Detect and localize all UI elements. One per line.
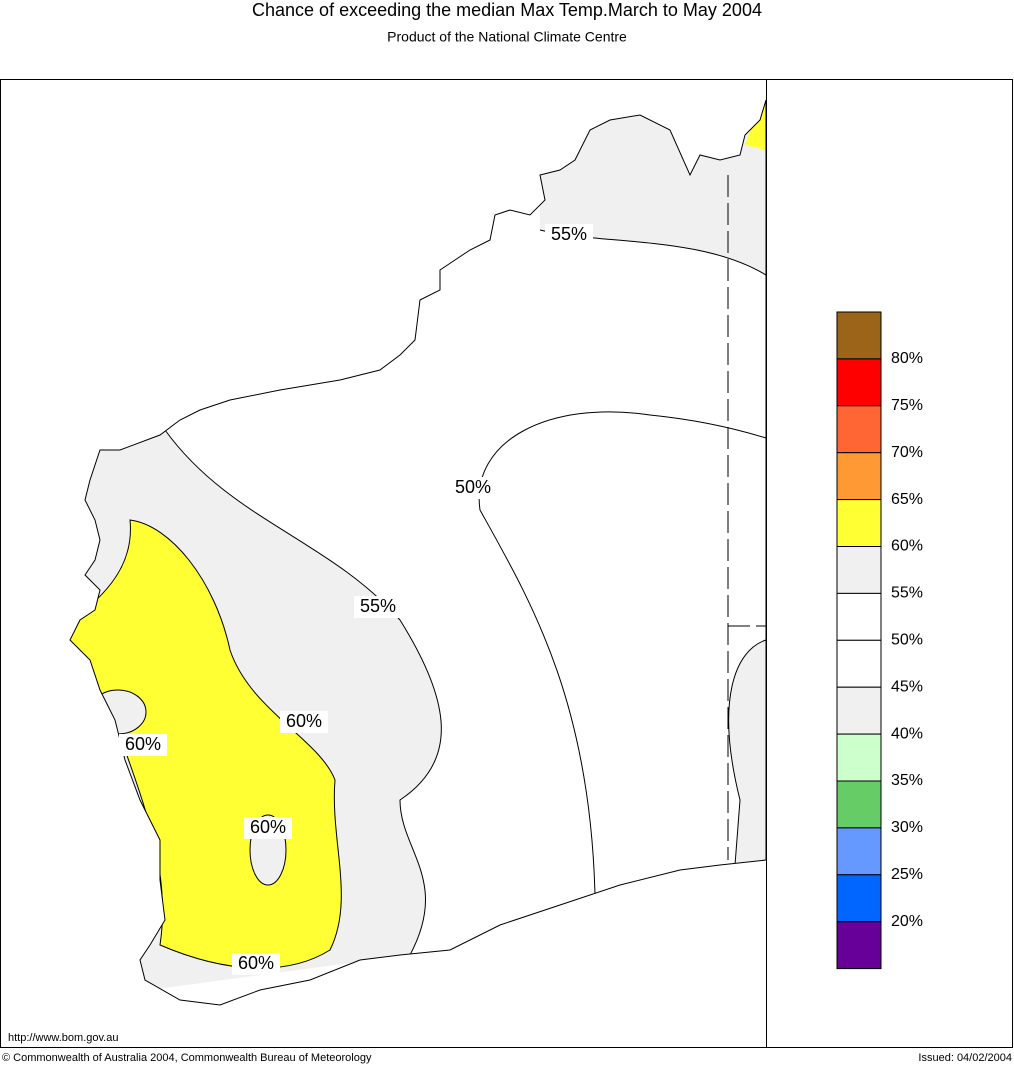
legend-swatch xyxy=(836,686,882,735)
legend-swatch xyxy=(836,827,882,876)
issued: Issued: 04/02/2004 xyxy=(918,1052,1012,1064)
copyright: © Commonwealth of Australia 2004, Common… xyxy=(2,1052,372,1064)
state-border xyxy=(727,175,766,860)
contour-labels: 55% 50% 55% 60% 60% 60% 60% xyxy=(119,224,593,975)
legend-label: 70% xyxy=(891,444,923,461)
legend-swatch xyxy=(836,733,882,782)
label-bg xyxy=(545,224,593,246)
contour xyxy=(164,429,442,956)
label-bg xyxy=(244,817,292,839)
label-bg xyxy=(354,596,402,618)
legend-label: 80% xyxy=(891,350,923,367)
legend-swatch xyxy=(836,358,882,407)
legend-swatch xyxy=(836,499,882,548)
legend-label: 40% xyxy=(891,725,923,742)
legend-swatch xyxy=(836,780,882,829)
legend-swatch xyxy=(836,546,882,594)
legend-label: 20% xyxy=(891,913,923,930)
contour-label: 55% xyxy=(551,224,587,244)
contour xyxy=(728,639,766,866)
legend-swatch xyxy=(836,311,882,360)
legend-label: 25% xyxy=(891,866,923,883)
label-bg xyxy=(280,711,328,733)
contour-label: 50% xyxy=(455,477,491,497)
url: http://www.bom.gov.au xyxy=(8,1032,118,1044)
subtitle: Product of the National Climate Centre xyxy=(387,29,627,45)
title: Chance of exceeding the median Max Temp.… xyxy=(252,0,762,20)
contour xyxy=(478,411,766,896)
legend: 80% 75% 70% 65% 60% 55% 50% 45% 40% 35% 30% 25% 20% xyxy=(836,311,923,970)
legend-swatch xyxy=(836,592,882,641)
contour-label: 60% xyxy=(125,734,161,754)
legend-swatch xyxy=(836,452,882,501)
contour-label: 55% xyxy=(360,596,396,616)
legend-swatch xyxy=(836,405,882,454)
contour-label: 60% xyxy=(250,817,286,837)
legend-label: 35% xyxy=(891,772,923,789)
legend-swatch xyxy=(836,874,882,923)
legend-label: 50% xyxy=(891,632,923,649)
label-bg xyxy=(232,953,280,975)
legend-label: 65% xyxy=(891,491,923,508)
label-bg xyxy=(119,734,167,756)
contour-label: 60% xyxy=(286,711,322,731)
legend-label: 55% xyxy=(891,585,923,602)
region-55 xyxy=(728,640,766,865)
legend-label: 45% xyxy=(891,678,923,695)
legend-label: 60% xyxy=(891,538,923,555)
legend-swatch xyxy=(836,921,882,970)
contour-label: 60% xyxy=(238,953,274,973)
legend-label: 75% xyxy=(891,397,923,414)
legend-swatch xyxy=(836,639,882,688)
label-bg xyxy=(449,477,497,499)
legend-label: 30% xyxy=(891,819,923,836)
